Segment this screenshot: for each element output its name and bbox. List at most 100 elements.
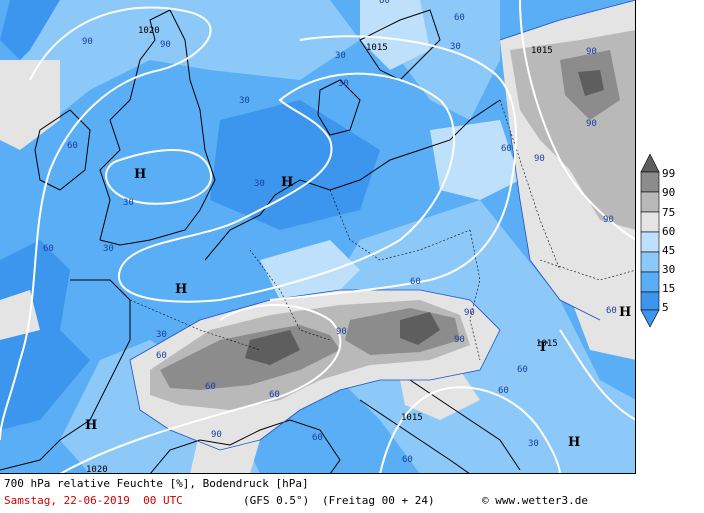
isobar-label: 1015: [366, 43, 388, 53]
rh-contour-label: 90: [464, 308, 475, 318]
coast-adriatic-west: [359, 399, 470, 473]
border-germany-north: [329, 189, 471, 261]
isobar-1020-south: [59, 304, 342, 473]
coast-great-britain-west: [99, 9, 171, 241]
isobar-label: 1015: [401, 413, 423, 423]
border-ukraine: [539, 259, 635, 281]
high-pressure-center: H: [85, 418, 97, 433]
rh-area-saturated-alps-west: [245, 330, 300, 365]
rh-area-low-central: [210, 100, 380, 230]
legend-scale-bar: [640, 153, 660, 328]
legend-label-60: 60: [662, 225, 676, 238]
rh-contour-label: 60: [517, 365, 528, 375]
isobar-label: 1020: [86, 465, 108, 474]
isobar-high-britain: [105, 149, 213, 205]
rh-contour-label: 30: [103, 244, 114, 254]
rh-area-light-north: [360, 0, 430, 70]
map-canvas: 1020 1015 1015 1015 1015 1020 90 60 90 30 30 60 30 3…: [0, 0, 635, 474]
isobar-1020-west: [0, 6, 212, 441]
rh-contour-label: 90: [586, 119, 597, 129]
legend-arrow-up: [640, 153, 660, 173]
rh-area-light-east: [430, 120, 520, 200]
rh-contour-label: 30: [450, 42, 461, 52]
isobar-1015-adriatic: [379, 386, 561, 473]
weather-map: 1020 1015 1015 1015 1015 1020 90 60 90 30 30 60 30 3…: [0, 0, 636, 474]
rh-contour-label: 60: [501, 144, 512, 154]
rh-area-grey-adriatic: [400, 370, 480, 420]
rh-area-saturated-east: [578, 70, 604, 96]
legend-swatch-90: [640, 171, 660, 193]
coast-ireland: [34, 109, 91, 191]
rh-contour-label: 60: [410, 277, 421, 287]
rh-contour-label: 60: [454, 13, 465, 23]
legend-label-75: 75: [662, 206, 676, 219]
legend-swatch-5: [640, 291, 660, 311]
forecast-run: (Freitag 00 + 24): [322, 494, 435, 507]
website-link[interactable]: www.wetter3.de: [495, 494, 588, 507]
legend-label-15: 15: [662, 282, 676, 295]
isobar-label: 1015: [531, 46, 553, 56]
pressure-centers: H H H H T H H: [85, 167, 631, 450]
legend-label-90: 90: [662, 186, 676, 199]
legend-swatch-15: [640, 271, 660, 293]
legend-label-5: 5: [662, 301, 669, 314]
legend-swatch-60: [640, 211, 660, 233]
border-france-germany: [249, 249, 331, 341]
coast-great-britain-east: [99, 9, 216, 246]
rh-contour-label: 30: [239, 96, 250, 106]
rh-area-grey-mediterranean: [190, 430, 260, 473]
legend-arrow-down: [640, 309, 660, 328]
rh-contour-alps: [129, 289, 501, 451]
coast-bay-of-biscay: [0, 279, 131, 471]
isobar-label: 1015: [536, 339, 558, 349]
coast-mediterranean-north: [150, 419, 341, 473]
rh-labels: 90 60 90 30 30 60 30 30 60 30 30 30 90 60 90 90 90 60 90 90…: [43, 0, 617, 465]
rh-contour-label: 30: [254, 179, 265, 189]
rh-contour-label: 90: [603, 215, 614, 225]
coast-scandinavia: [359, 9, 441, 81]
isobar-1015-central: [117, 72, 455, 303]
rh-contour-label: 60: [156, 351, 167, 361]
rh-contour-label: 90: [534, 154, 545, 164]
rh-contour-label: 90: [586, 47, 597, 57]
legend-swatch-75: [640, 191, 660, 213]
rh-contour-label: 60: [312, 433, 323, 443]
legend-label-45: 45: [662, 244, 676, 257]
rh-contour-east: [499, 0, 635, 321]
rh-area-grey-biscay: [0, 290, 40, 340]
rh-contour-label: 90: [454, 335, 465, 345]
map-footer: 700 hPa relative Feuchte [%], Bodendruck…: [0, 474, 704, 513]
rh-contour-label: 60: [67, 141, 78, 151]
rh-contours: [129, 0, 635, 451]
copyright-icon: ©: [482, 494, 489, 507]
rh-contour-label: 90: [82, 37, 93, 47]
rh-area-grey-atlantic: [0, 60, 60, 150]
rh-contour-label: 90: [211, 430, 222, 440]
isobar-1015-east: [519, 0, 635, 241]
valid-date: Samstag, 22-06-2019 00 UTC: [4, 494, 183, 507]
high-pressure-center: H: [175, 282, 187, 297]
rh-contour-label: 60: [205, 382, 216, 392]
high-pressure-center: H: [619, 305, 631, 320]
rh-area-low-west: [0, 240, 90, 430]
border-poland: [499, 99, 561, 271]
color-legend: 99 90 75 60 45 30 15 5: [640, 152, 704, 332]
rh-contour-label: 60: [402, 455, 413, 465]
copyright: © www.wetter3.de: [482, 494, 588, 507]
rh-contour-label: 30: [335, 51, 346, 61]
rh-contour-label: 60: [606, 306, 617, 316]
legend-swatch-30: [640, 251, 660, 273]
rh-contour-label: 30: [123, 198, 134, 208]
low-pressure-center: T: [538, 340, 548, 355]
rh-contour-label: 90: [160, 40, 171, 50]
rh-contour-label: 30: [338, 79, 349, 89]
isobar-label: 1020: [138, 26, 160, 36]
isobars: [0, 0, 635, 473]
high-pressure-center: H: [134, 167, 146, 182]
legend-label-99: 99: [662, 167, 676, 180]
isobar-labels: 1020 1015 1015 1015 1015 1020: [86, 26, 558, 474]
map-title: 700 hPa relative Feuchte [%], Bodendruck…: [4, 477, 309, 490]
isobar-1015-outer: [269, 35, 517, 301]
rh-contour-label: 60: [43, 244, 54, 254]
isobar-southeast: [559, 329, 635, 421]
